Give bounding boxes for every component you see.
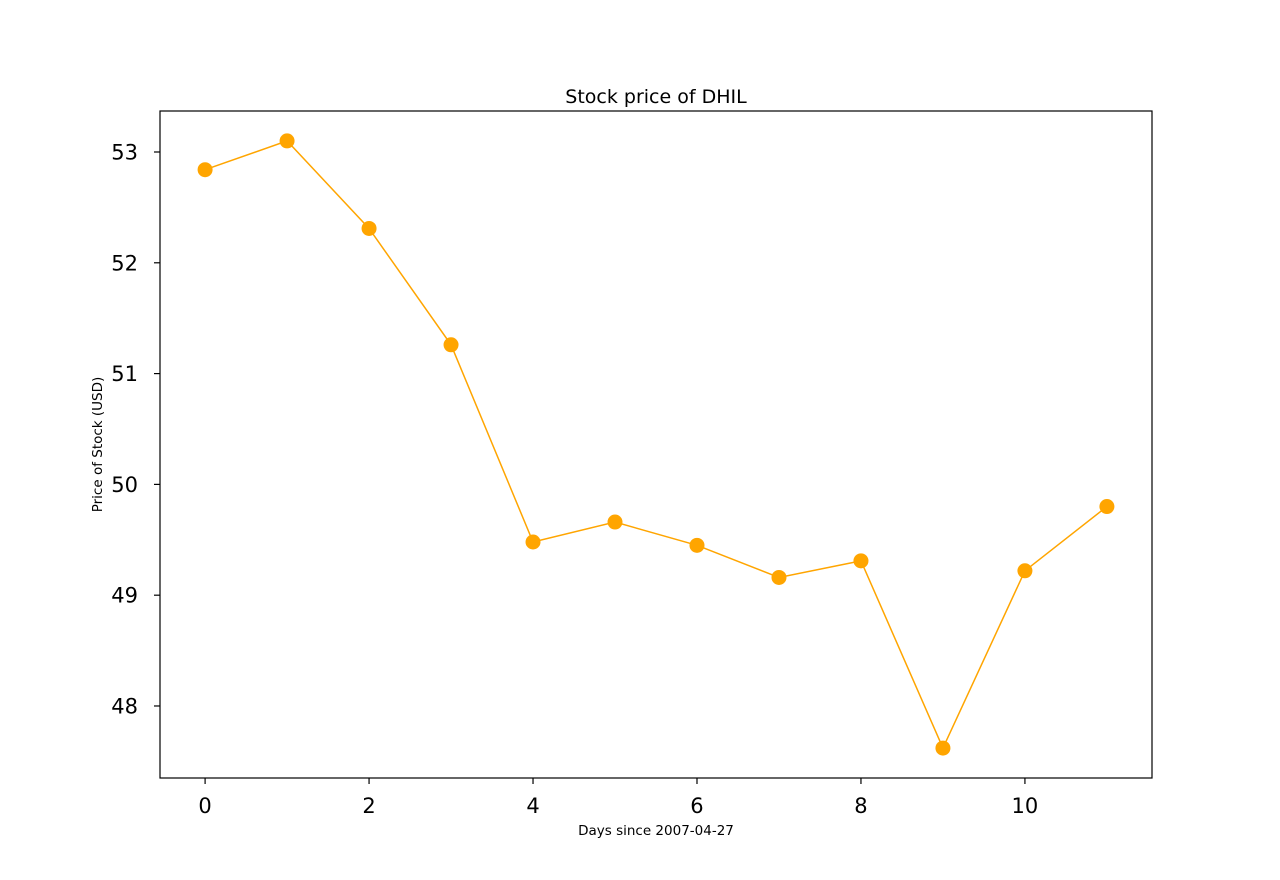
- y-axis-label: Price of Stock (USD): [90, 377, 106, 513]
- y-tick-label: 53: [111, 140, 138, 164]
- y-tick-label: 51: [111, 362, 138, 386]
- x-axis: 0 2 4 6 8 10: [198, 778, 1038, 818]
- data-point: [197, 162, 213, 178]
- data-point: [443, 337, 459, 353]
- data-point: [935, 740, 951, 756]
- data-point: [853, 553, 869, 569]
- data-point: [689, 537, 705, 553]
- data-point: [1099, 499, 1115, 515]
- data-point: [771, 569, 787, 585]
- y-axis: 48 49 50 51 52 53: [111, 140, 160, 718]
- data-point: [1017, 563, 1033, 579]
- x-tick-label: 6: [690, 794, 703, 818]
- chart-title: Stock price of DHIL: [565, 86, 747, 108]
- series-line: [204, 140, 1108, 750]
- x-tick-label: 8: [854, 794, 867, 818]
- x-tick-label: 4: [526, 794, 539, 818]
- x-tick-label: 0: [198, 794, 211, 818]
- data-point: [361, 220, 377, 236]
- data-point: [607, 514, 623, 530]
- y-tick-label: 49: [111, 584, 138, 608]
- x-axis-label: Days since 2007-04-27: [578, 823, 734, 839]
- data-point: [279, 133, 295, 149]
- x-tick-label: 2: [362, 794, 375, 818]
- y-tick-label: 52: [111, 251, 138, 275]
- plot-area: [197, 133, 1115, 756]
- data-point: [525, 534, 541, 550]
- y-tick-label: 50: [111, 473, 138, 497]
- y-tick-label: 48: [111, 694, 138, 718]
- axes-frame: [159, 110, 1153, 779]
- x-tick-label: 10: [1012, 794, 1039, 818]
